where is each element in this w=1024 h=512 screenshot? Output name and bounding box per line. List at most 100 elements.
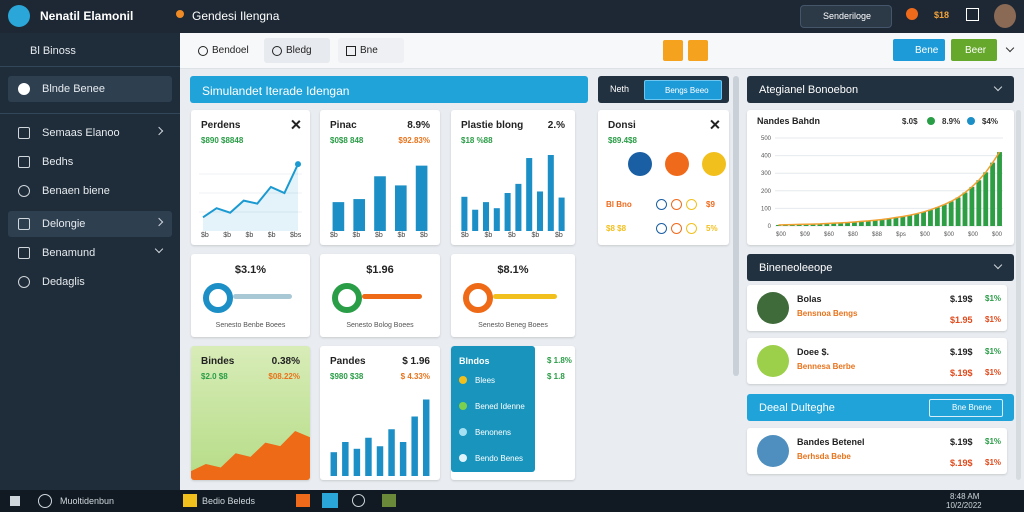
tab[interactable]: Bne bbox=[338, 38, 404, 63]
nav-item[interactable]: Bedhs bbox=[8, 149, 172, 175]
icon-button[interactable] bbox=[688, 40, 708, 61]
menu-item[interactable]: Benonens bbox=[475, 428, 512, 437]
x-tick-label: $b bbox=[508, 232, 516, 239]
window-icon[interactable] bbox=[966, 8, 979, 21]
item-pct: $1% bbox=[985, 315, 1002, 324]
filter-button[interactable]: Bengs Beeo bbox=[644, 80, 722, 100]
x-tick-label: $b bbox=[267, 232, 276, 239]
item-value: $.19$ bbox=[950, 458, 973, 468]
card-subtitle: $980 $38 bbox=[330, 372, 364, 381]
card-title: Pinac bbox=[330, 120, 357, 131]
chart bbox=[191, 431, 310, 480]
x-tick-label: $b bbox=[223, 232, 232, 239]
tab[interactable]: Bendoel bbox=[190, 38, 260, 63]
nav-label: Benamund bbox=[42, 247, 96, 259]
legend-dot bbox=[686, 223, 697, 234]
nav-item[interactable]: Benamund bbox=[8, 240, 172, 266]
card-value: 8.9% bbox=[407, 120, 430, 131]
gauge-bar bbox=[362, 294, 422, 299]
app-icon[interactable] bbox=[382, 494, 396, 507]
card: $3.1% Senesto Benbe Boees bbox=[191, 254, 310, 337]
button[interactable]: Bene bbox=[893, 39, 945, 61]
taskbar-search: Muoltidenbun bbox=[60, 496, 115, 506]
active-item[interactable]: Blnde Benee bbox=[8, 76, 172, 102]
scrollbar[interactable] bbox=[733, 76, 739, 376]
bar bbox=[388, 429, 395, 476]
nav-item[interactable]: Benaen biene bbox=[8, 178, 172, 204]
menu-item[interactable]: Bened Idenne bbox=[475, 402, 525, 411]
y-tick-label: 100 bbox=[761, 206, 772, 212]
list-item[interactable]: Doee $. Bennesa Berbe $.19$ $1% $.19$ $1% bbox=[747, 338, 1007, 384]
menu-side: $ 1.8% bbox=[547, 356, 572, 365]
x-tick-label: $bs bbox=[290, 232, 302, 239]
close-icon[interactable] bbox=[291, 120, 300, 129]
nav-item[interactable]: Dedaglis bbox=[8, 269, 172, 295]
panel-title: Ategianel Bonoebon bbox=[759, 84, 859, 96]
chart bbox=[332, 165, 428, 231]
nav-label: Dedaglis bbox=[42, 276, 85, 288]
x-tick-label: $00 bbox=[968, 232, 979, 238]
nav-item[interactable]: Semaas Elanoo bbox=[8, 120, 172, 146]
bar bbox=[515, 183, 522, 231]
divider bbox=[0, 66, 180, 67]
list-item[interactable]: Bolas Bensnoa Bengs $.19$ $1% $1.95 $1% bbox=[747, 285, 1007, 331]
menu-item[interactable]: Bendo Benes bbox=[475, 454, 524, 463]
app-icon[interactable] bbox=[322, 493, 338, 508]
donut bbox=[665, 152, 689, 176]
bar bbox=[955, 197, 961, 226]
panel-button[interactable]: Bne Bnene bbox=[929, 399, 1003, 417]
scrollbar[interactable] bbox=[1016, 110, 1021, 480]
bar bbox=[817, 223, 823, 226]
item-value: $.19$ bbox=[950, 368, 973, 378]
icon-button[interactable] bbox=[663, 40, 683, 61]
nav-label: Semaas Elanoo bbox=[42, 127, 120, 139]
menu-item[interactable]: Blees bbox=[475, 376, 496, 385]
tab-label: Bledg bbox=[286, 45, 312, 56]
close-icon[interactable] bbox=[710, 120, 719, 129]
nav-item[interactable]: Delongie bbox=[8, 211, 172, 237]
line bbox=[202, 163, 299, 219]
bar bbox=[900, 216, 906, 226]
bar bbox=[969, 186, 975, 226]
x-tick-label: $00 bbox=[944, 232, 955, 238]
y-tick-label: 200 bbox=[761, 189, 772, 195]
bar bbox=[342, 442, 349, 476]
taskbar-app: Bedio Beleds bbox=[202, 496, 256, 506]
app-icon[interactable] bbox=[183, 494, 197, 507]
bar bbox=[422, 399, 430, 476]
bar bbox=[907, 215, 913, 226]
button[interactable]: Beer bbox=[951, 39, 997, 61]
start-button[interactable] bbox=[10, 496, 20, 506]
search-icon[interactable] bbox=[38, 494, 52, 508]
bar bbox=[948, 201, 954, 226]
bar bbox=[796, 224, 802, 226]
card-title: Bindes bbox=[201, 356, 235, 367]
card: Plastie blong 2.% $18 %88 $b $b $b $b $b bbox=[451, 110, 575, 245]
x-tick-label: $b bbox=[330, 232, 338, 239]
card-value: $ 1.96 bbox=[402, 356, 430, 367]
bar bbox=[976, 180, 982, 226]
notification-icon[interactable] bbox=[906, 8, 918, 20]
item-name: Doee $. bbox=[797, 347, 830, 357]
card-title: Pandes bbox=[330, 356, 366, 367]
search-box[interactable]: Senderiloge bbox=[800, 5, 892, 28]
bar bbox=[934, 207, 940, 226]
item-sub: Berhsda Bebe bbox=[797, 452, 851, 461]
bar bbox=[353, 448, 361, 476]
app-icon[interactable] bbox=[296, 494, 310, 507]
bar bbox=[394, 185, 407, 231]
clock-date: 10/2/2022 bbox=[946, 501, 982, 510]
icon-button[interactable] bbox=[714, 40, 734, 61]
legend-text: $4% bbox=[982, 117, 999, 126]
list-item[interactable]: Bandes Betenel Berhsda Bebe $.19$ $1% $.19$ $… bbox=[747, 428, 1007, 474]
point bbox=[295, 161, 301, 168]
bar bbox=[865, 220, 871, 226]
menu-icon bbox=[459, 376, 467, 384]
app-icon[interactable] bbox=[352, 494, 365, 507]
app-title: Nenatil Elamonil bbox=[40, 9, 134, 23]
bar bbox=[365, 437, 372, 476]
tab[interactable]: Bledg bbox=[264, 38, 330, 63]
avatar[interactable] bbox=[994, 4, 1016, 28]
card-subtitle: $08.22% bbox=[268, 372, 300, 381]
